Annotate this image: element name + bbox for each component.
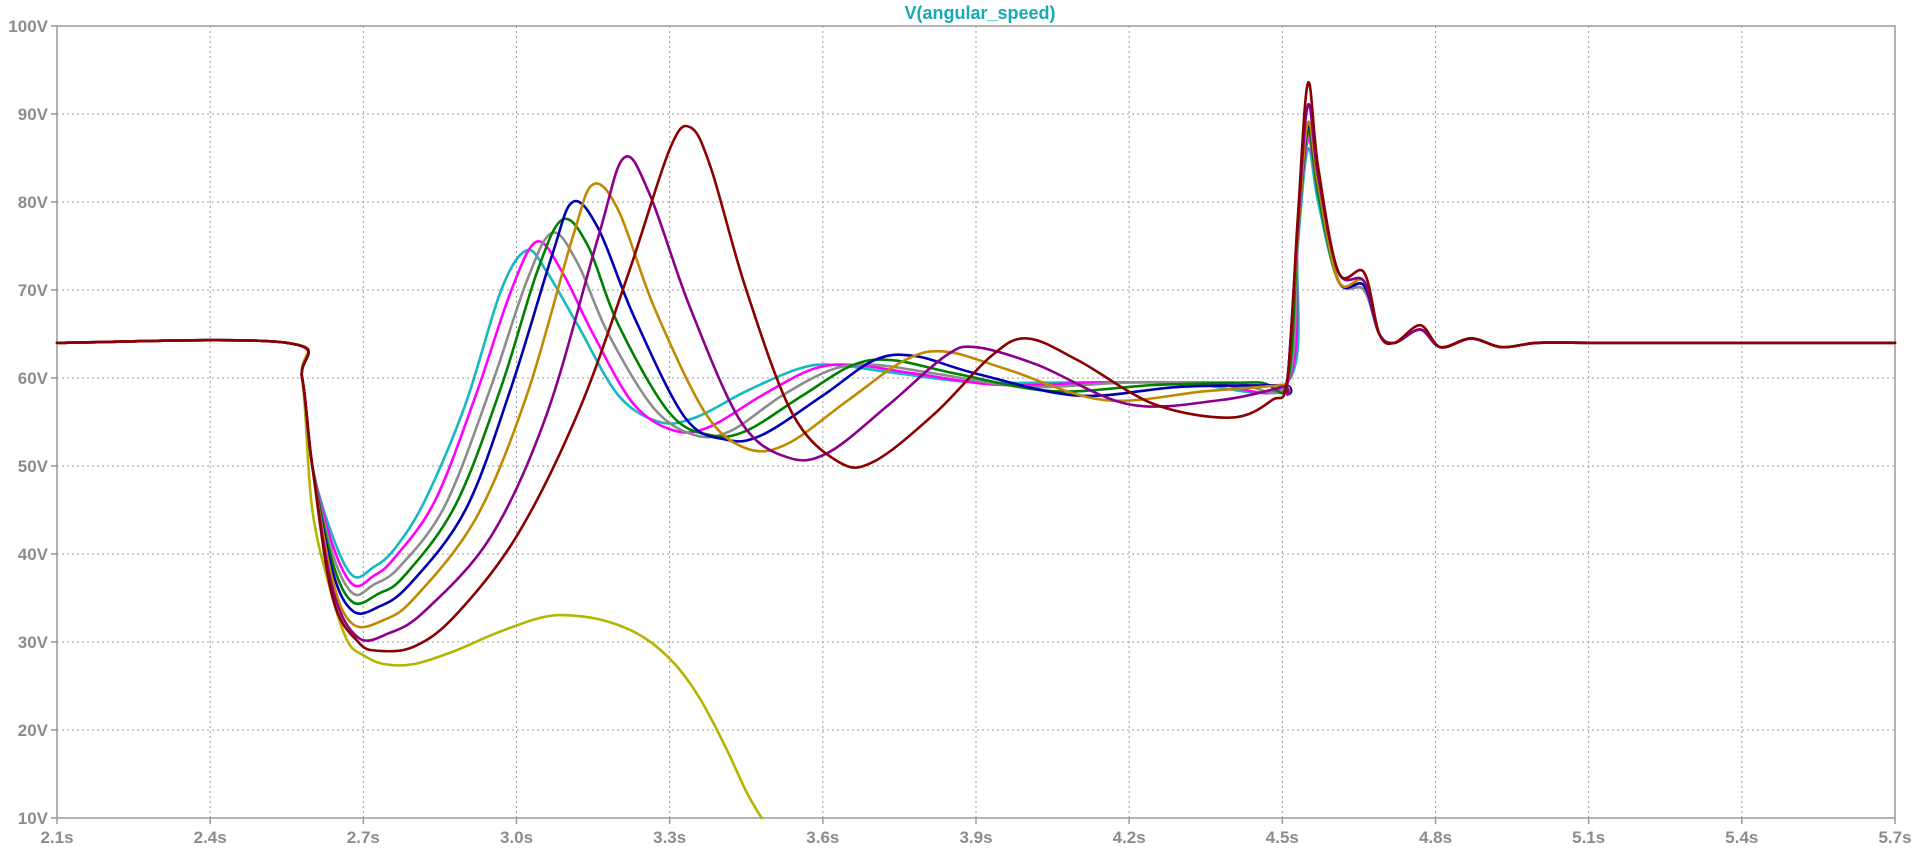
x-tick-label: 5.4s [1725,828,1758,847]
x-tick-label: 4.8s [1419,828,1452,847]
x-tick-label: 3.6s [806,828,839,847]
y-tick-label: 10V [18,809,49,828]
y-tick-label: 90V [18,105,49,124]
trace-line-8[interactable] [55,102,1897,642]
x-tick-label: 3.9s [959,828,992,847]
y-tick-label: 40V [18,545,49,564]
x-tick-label: 2.1s [40,828,73,847]
x-tick-label: 3.0s [500,828,533,847]
y-tick-label: 30V [18,633,49,652]
x-tick-label: 5.7s [1878,828,1911,847]
x-tick-label: 3.3s [653,828,686,847]
y-axis-ticks: 10V 20V 30V 40V 50V 60V 70V 80V 90V 100V [8,17,57,828]
y-tick-label: 20V [18,721,49,740]
x-tick-label: 2.7s [347,828,380,847]
y-tick-label: 60V [18,369,49,388]
traces[interactable] [55,81,1897,820]
x-tick-label: 2.4s [194,828,227,847]
trace-line-9[interactable] [55,81,1897,653]
x-tick-label: 5.1s [1572,828,1605,847]
x-tick-label: 4.5s [1266,828,1299,847]
y-tick-label: 70V [18,281,49,300]
x-axis-ticks: 2.1s 2.4s 2.7s 3.0s 3.3s 3.6s 3.9s 4.2s 4.5s 4.8s… [40,818,1912,847]
x-tick-label: 4.2s [1113,828,1146,847]
chart-title[interactable]: V(angular_speed) [904,3,1055,23]
y-tick-label: 50V [18,457,49,476]
y-tick-label: 100V [8,17,48,36]
grid [57,26,1895,818]
y-tick-label: 80V [18,193,49,212]
